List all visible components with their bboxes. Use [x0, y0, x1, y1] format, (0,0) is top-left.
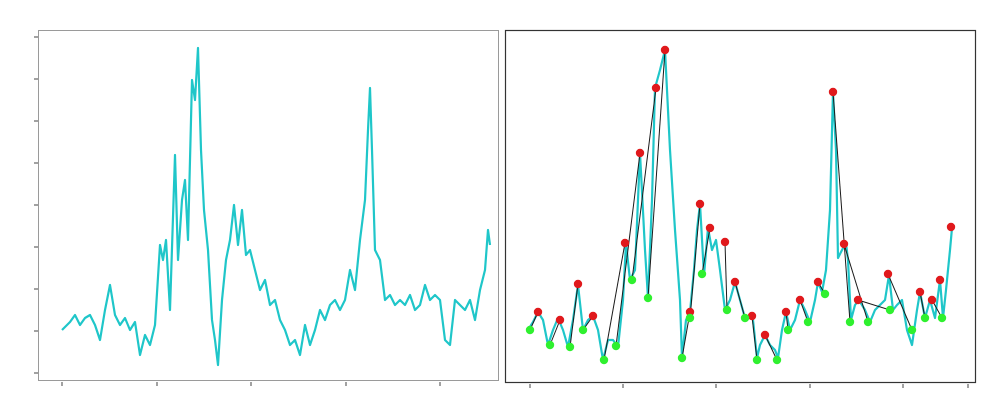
- peak-connector: [724, 241, 728, 311]
- marker-dot: [946, 222, 956, 232]
- marker-dot: [820, 289, 830, 299]
- marker-dot: [752, 355, 762, 365]
- marker-dot: [907, 325, 917, 335]
- marker-dot: [920, 313, 930, 323]
- marker-dot: [883, 269, 893, 279]
- marker-dot: [722, 305, 732, 315]
- peak-connector: [631, 87, 657, 281]
- marker-dot: [643, 293, 653, 303]
- marker-dot: [627, 275, 637, 285]
- marker-dot: [927, 295, 937, 305]
- marker-dot: [635, 148, 645, 158]
- peak-connector: [647, 49, 666, 299]
- marker-dot: [813, 277, 823, 287]
- peak-connector: [569, 283, 579, 348]
- marker-dot: [915, 287, 925, 297]
- marker-dot: [685, 307, 695, 317]
- peak-connector: [764, 334, 778, 361]
- marker-dot: [935, 275, 945, 285]
- peak-connector: [919, 291, 926, 319]
- marker-dot: [839, 239, 849, 249]
- peak-connector: [751, 315, 758, 361]
- peak-connector: [615, 152, 641, 347]
- marker-dot: [565, 342, 575, 352]
- marker-dot: [685, 313, 695, 323]
- marker-dot: [803, 317, 813, 327]
- peak-connector: [701, 227, 711, 275]
- marker-dot: [705, 223, 715, 233]
- marker-dot: [599, 355, 609, 365]
- peak-connector: [603, 242, 626, 361]
- marker-dot: [747, 311, 757, 321]
- marker-dot: [845, 317, 855, 327]
- peak-connector: [887, 273, 913, 331]
- marker-dot: [695, 199, 705, 209]
- left-panel-frame: [38, 30, 499, 381]
- peak-connector: [843, 243, 869, 323]
- data-line: [61, 46, 492, 367]
- marker-dot: [720, 237, 730, 247]
- marker-dot: [772, 355, 782, 365]
- marker-dot: [937, 313, 947, 323]
- marker-dot: [730, 277, 740, 287]
- peak-connector: [857, 299, 891, 311]
- marker-dot: [611, 341, 621, 351]
- peak-connector: [689, 203, 701, 319]
- marker-dot: [853, 295, 863, 305]
- marker-dot: [525, 325, 535, 335]
- marker-dot: [545, 340, 555, 350]
- marker-dot: [620, 238, 630, 248]
- marker-dot: [533, 307, 543, 317]
- marker-dot: [573, 279, 583, 289]
- marker-dot: [863, 317, 873, 327]
- peak-connector: [549, 319, 561, 346]
- marker-dot: [660, 45, 670, 55]
- marker-dot: [781, 307, 791, 317]
- marker-dot: [555, 315, 565, 325]
- right-panel-frame: [504, 29, 977, 384]
- marker-dot: [795, 295, 805, 305]
- marker-dot: [783, 325, 793, 335]
- marker-dot: [697, 269, 707, 279]
- marker-dot: [578, 325, 588, 335]
- peak-connector: [832, 91, 851, 323]
- marker-dot: [740, 313, 750, 323]
- marker-dot: [677, 353, 687, 363]
- marker-dot: [885, 305, 895, 315]
- marker-dot: [588, 311, 598, 321]
- marker-dot: [828, 87, 838, 97]
- peak-connector: [734, 281, 746, 319]
- marker-dot: [760, 330, 770, 340]
- marker-dot: [651, 83, 661, 93]
